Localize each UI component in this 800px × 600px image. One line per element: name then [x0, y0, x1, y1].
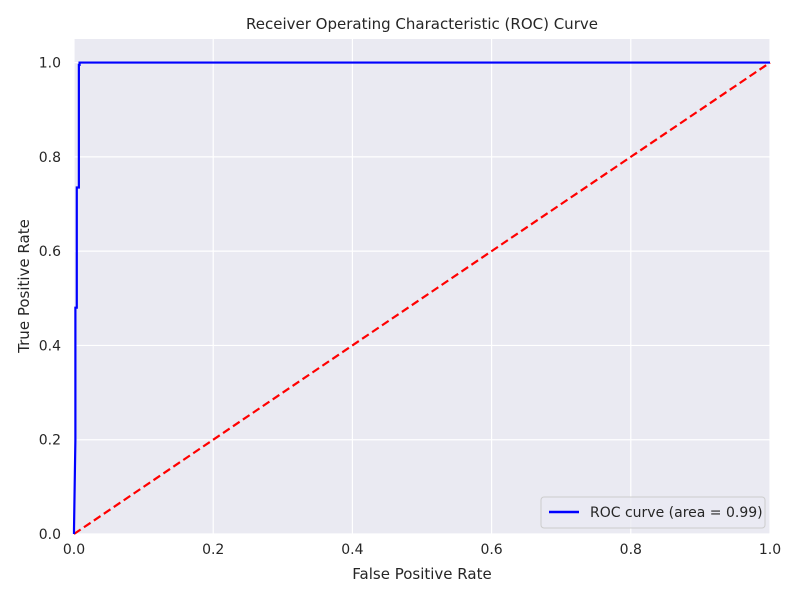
plot-background	[74, 39, 770, 534]
y-tick-label: 0.2	[39, 433, 61, 449]
y-tick-label: 0.4	[39, 338, 61, 354]
y-tick-label: 0.6	[39, 244, 61, 260]
chart-title: Receiver Operating Characteristic (ROC) …	[246, 15, 598, 33]
y-tick-labels: 0.0 0.2 0.4 0.6 0.8 1.0	[39, 56, 61, 543]
x-tick-label: 0.6	[480, 542, 502, 558]
x-tick-labels: 0.0 0.2 0.4 0.6 0.8 1.0	[63, 542, 781, 558]
y-tick-label: 1.0	[39, 56, 61, 72]
x-tick-label: 1.0	[759, 542, 781, 558]
legend-label-roc: ROC curve (area = 0.99)	[590, 505, 763, 521]
x-tick-label: 0.0	[63, 542, 85, 558]
x-tick-label: 0.8	[620, 542, 642, 558]
series-layer	[72, 61, 771, 535]
x-axis-label: False Positive Rate	[352, 565, 491, 583]
x-tick-label: 0.2	[202, 542, 224, 558]
chance-diagonal-line	[73, 61, 771, 535]
y-tick-label: 0.8	[39, 150, 61, 166]
y-tick-label: 0.0	[39, 527, 61, 543]
legend: ROC curve (area = 0.99)	[540, 496, 766, 529]
y-axis-label: True Positive Rate	[15, 219, 33, 354]
x-tick-label: 0.4	[341, 542, 363, 558]
roc-curve-line	[72, 61, 770, 534]
legend-box	[540, 496, 766, 529]
